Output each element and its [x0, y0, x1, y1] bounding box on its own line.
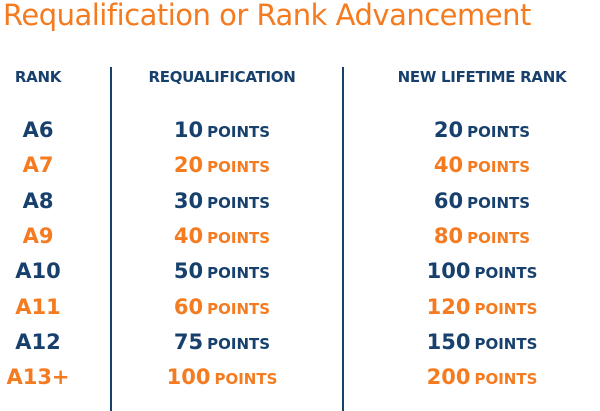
rank-cell: A6 — [0, 115, 78, 145]
lifetime-rank-cell: 60 POINTS — [362, 186, 600, 216]
points-unit: POINTS — [207, 193, 271, 212]
requalification-cell: 10 POINTS — [112, 115, 332, 145]
requalification-cell: 50 POINTS — [112, 256, 332, 286]
lifetime-rank-cell: 200 POINTS — [362, 362, 600, 392]
requalification-cell: 40 POINTS — [112, 221, 332, 251]
lifetime-rank-cell: 80 POINTS — [362, 221, 600, 251]
rank-cell: A13+ — [0, 362, 78, 392]
points-unit: POINTS — [207, 228, 271, 247]
rank-cell: A11 — [0, 292, 78, 322]
requalification-cell: 20 POINTS — [112, 150, 332, 180]
header-requalification: REQUALIFICATION — [148, 68, 296, 86]
lifetime-points: 100 — [426, 259, 471, 284]
requalification-points: 40 — [173, 223, 204, 248]
rank-cell: A12 — [0, 327, 78, 357]
lifetime-rank-cell: 120 POINTS — [362, 292, 600, 322]
lifetime-rank-cell: 100 POINTS — [362, 256, 600, 286]
requalification-points: 100 — [166, 365, 211, 390]
column-divider — [110, 67, 112, 411]
points-unit: POINTS — [207, 158, 271, 177]
points-unit: POINTS — [467, 193, 531, 212]
points-unit: POINTS — [207, 299, 271, 318]
rank-cell: A8 — [0, 186, 78, 216]
lifetime-points: 80 — [433, 223, 464, 248]
rank-cell: A10 — [0, 256, 78, 286]
requalification-cell: 60 POINTS — [112, 292, 332, 322]
rank-label: A9 — [22, 223, 54, 248]
lifetime-points: 200 — [426, 365, 471, 390]
points-unit: POINTS — [214, 370, 278, 389]
header-rank: RANK — [14, 68, 62, 86]
points-unit: POINTS — [207, 123, 271, 141]
lifetime-points: 20 — [433, 118, 464, 142]
rank-label: A13+ — [6, 365, 70, 390]
requalification-points: 50 — [173, 259, 204, 284]
requalification-points: 60 — [173, 294, 204, 319]
column-divider — [342, 67, 344, 411]
header-lifetime-rank: NEW LIFETIME RANK — [397, 68, 567, 86]
lifetime-rank-cell: 40 POINTS — [362, 150, 600, 180]
requalification-cell: 100 POINTS — [112, 362, 332, 392]
requalification-points: 30 — [173, 188, 204, 213]
lifetime-points: 150 — [426, 329, 471, 354]
rank-cell: A9 — [0, 221, 78, 251]
requalification-cell: 30 POINTS — [112, 186, 332, 216]
lifetime-points: 60 — [433, 188, 464, 213]
points-unit: POINTS — [474, 370, 538, 389]
rank-label: A11 — [15, 294, 61, 319]
rank-label: A10 — [15, 259, 61, 284]
points-unit: POINTS — [207, 334, 271, 353]
lifetime-rank-cell: 20 POINTS — [362, 115, 600, 145]
rank-label: A12 — [15, 329, 61, 354]
rank-label: A8 — [22, 188, 54, 213]
points-unit: POINTS — [474, 299, 538, 318]
lifetime-points: 40 — [433, 153, 464, 178]
rank-label: A6 — [22, 118, 54, 142]
rank-cell: A7 — [0, 150, 78, 180]
page-title: Requalification or Rank Advancement — [3, 0, 531, 32]
requalification-points: 75 — [173, 329, 204, 354]
points-unit: POINTS — [207, 264, 271, 283]
points-unit: POINTS — [474, 334, 538, 353]
requalification-points: 10 — [173, 118, 204, 142]
rank-label: A7 — [22, 153, 54, 178]
lifetime-points: 120 — [426, 294, 471, 319]
requalification-points: 20 — [173, 153, 204, 178]
points-unit: POINTS — [467, 228, 531, 247]
lifetime-rank-cell: 150 POINTS — [362, 327, 600, 357]
points-unit: POINTS — [467, 158, 531, 177]
requalification-cell: 75 POINTS — [112, 327, 332, 357]
points-unit: POINTS — [467, 123, 531, 141]
points-unit: POINTS — [474, 264, 538, 283]
